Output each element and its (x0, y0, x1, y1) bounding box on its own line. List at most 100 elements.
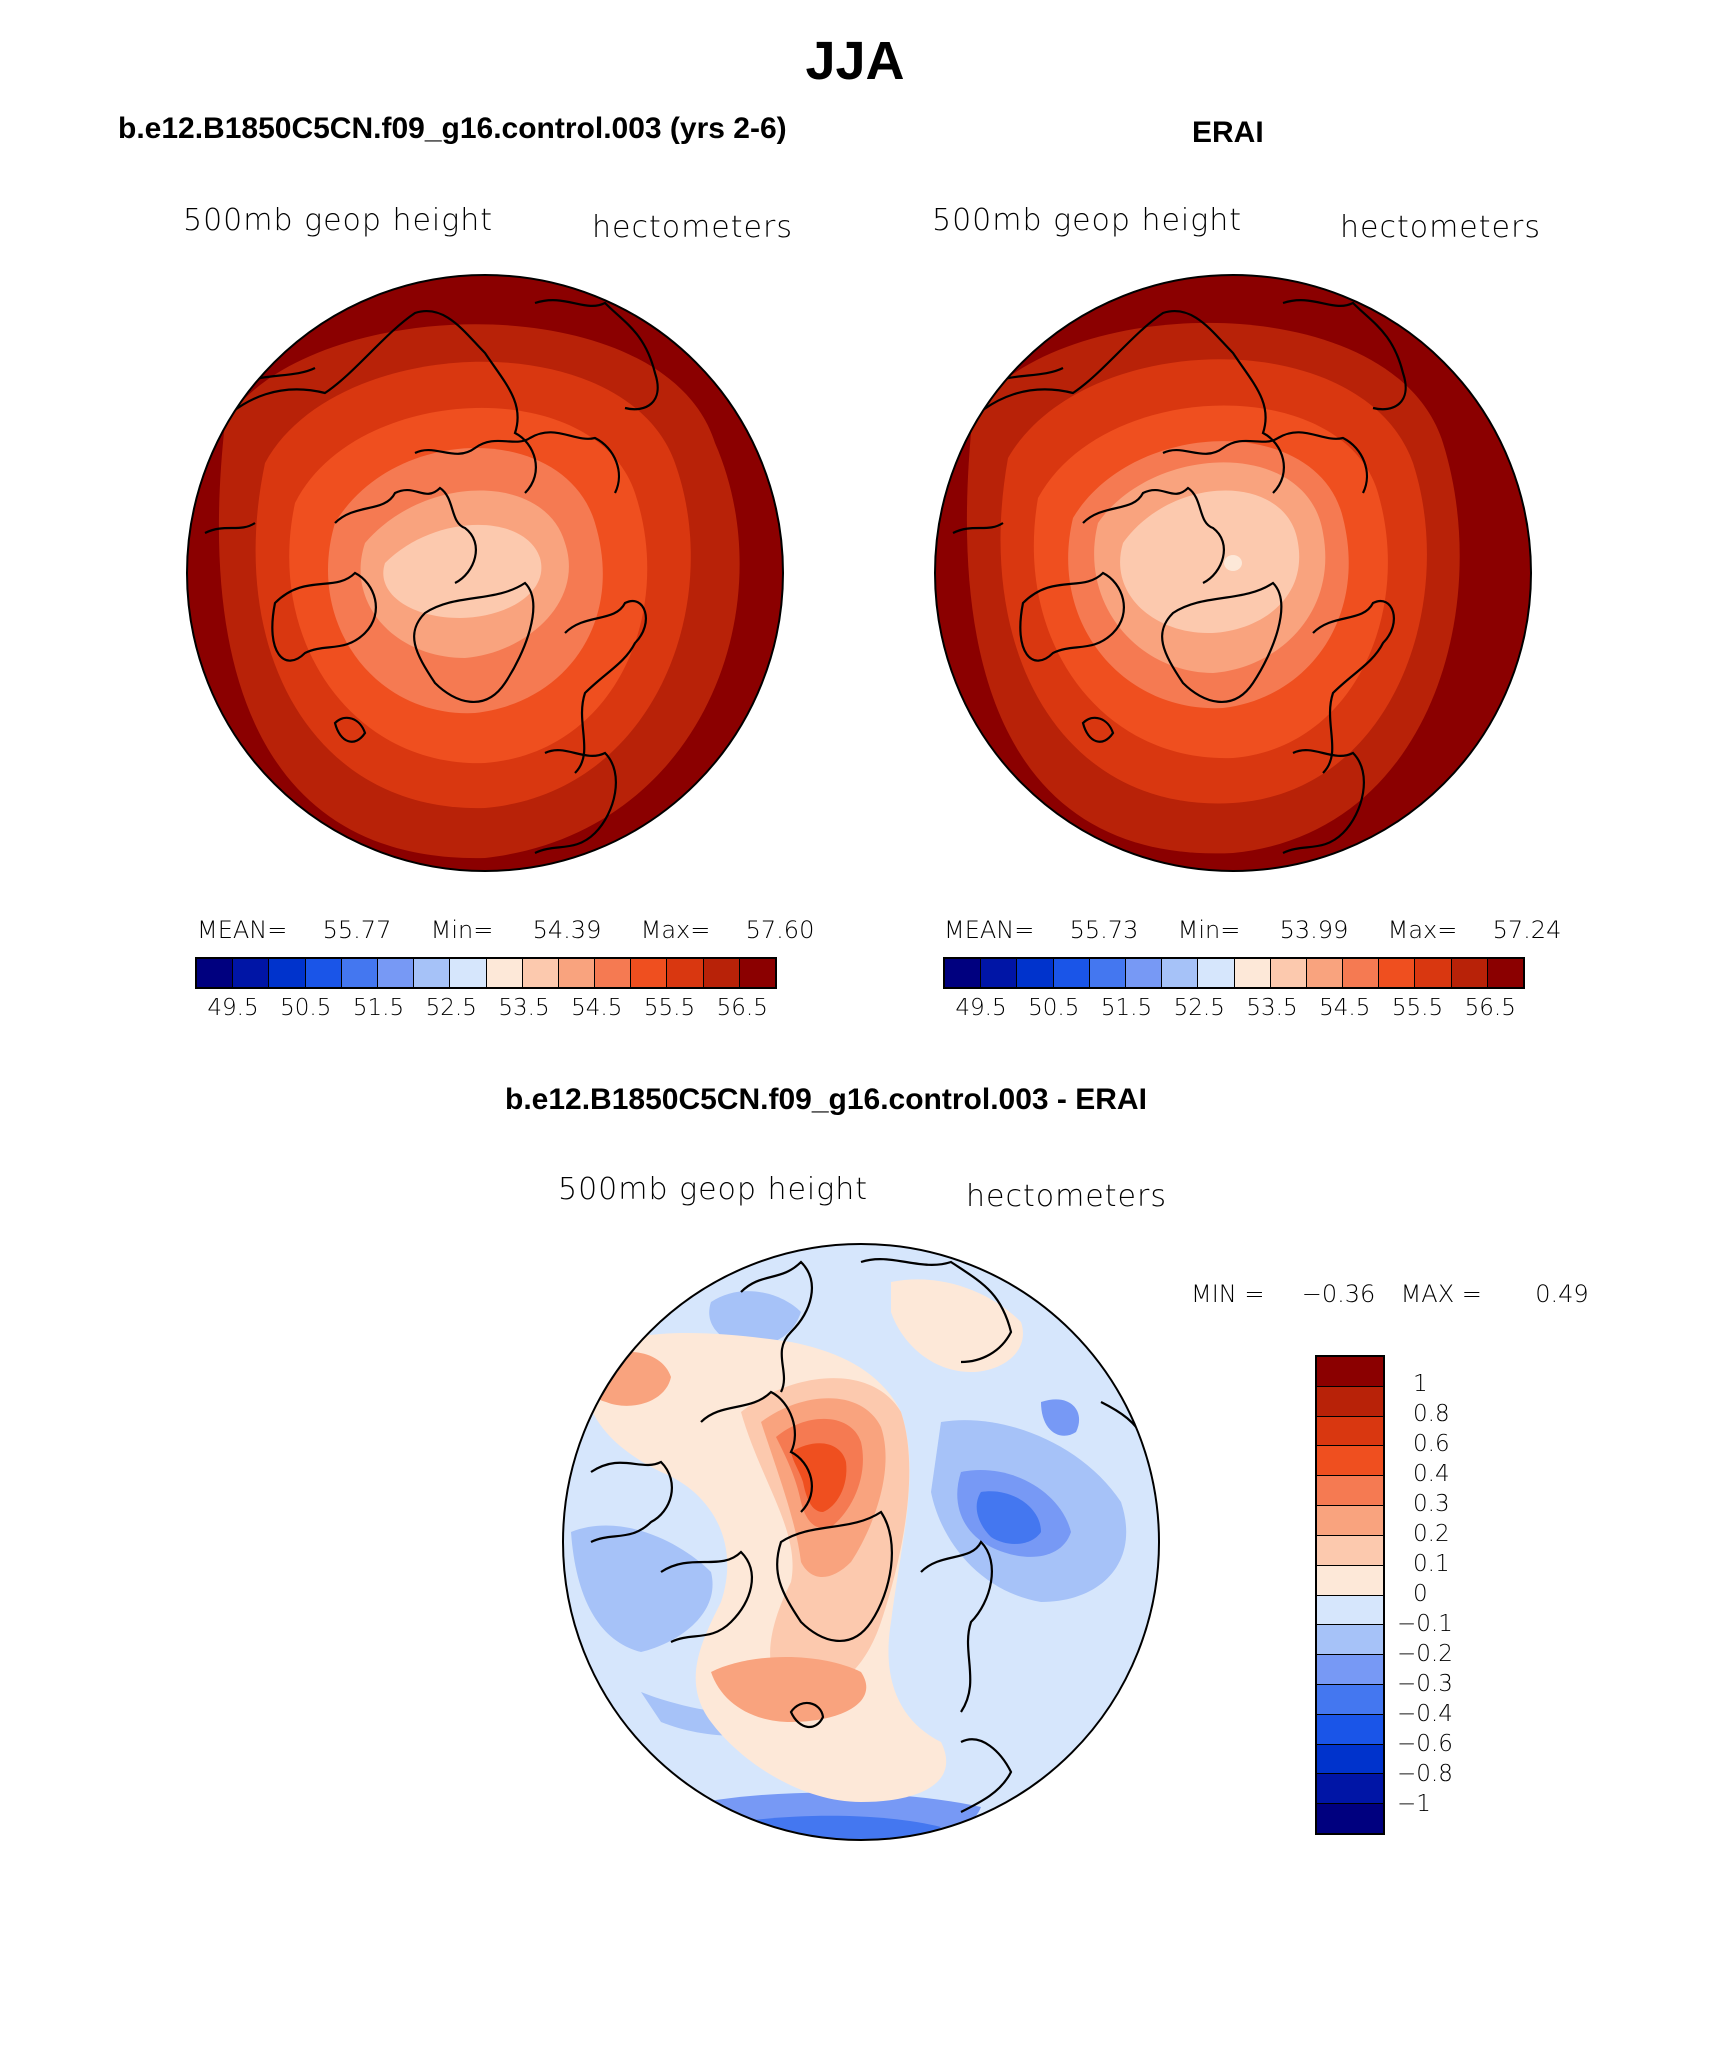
colorbar-box (1317, 1386, 1383, 1417)
panel-1-variable: 500mb geop height (183, 203, 494, 238)
colorbar-box (667, 959, 704, 987)
colorbar-tick-label: 55.5 (643, 995, 696, 1021)
panel-2-min-value: 53.99 (1279, 916, 1349, 944)
colorbar-box (1017, 959, 1054, 987)
colorbar-tick-label: −0.2 (1397, 1641, 1453, 1667)
colorbar-box (414, 959, 451, 987)
colorbar-tick-label: 51.5 (1100, 995, 1153, 1021)
colorbar-tick-label: −0.6 (1397, 1731, 1453, 1757)
colorbar-box (486, 959, 523, 987)
panel-1-units: hectometers (592, 210, 793, 245)
panel-3-stats: MIN = −0.36 MAX = 0.49 (1191, 1280, 1589, 1308)
panel-3-min-label: MIN = (1191, 1280, 1265, 1308)
panel-3-colorbar (1315, 1355, 1385, 1835)
colorbar-box (1415, 959, 1452, 987)
colorbar-box (703, 959, 740, 987)
panel-1-min-label: Min= (430, 916, 494, 944)
colorbar-box (1317, 1714, 1383, 1745)
colorbar-box (197, 959, 234, 987)
panel-1-mean-label: MEAN= (197, 916, 288, 944)
colorbar-box (1317, 1804, 1383, 1833)
panel-2-polar-map (934, 274, 1532, 872)
colorbar-box (558, 959, 596, 987)
panel-2-max-label: Max= (1387, 916, 1458, 944)
colorbar-tick-label: 56.5 (716, 995, 768, 1021)
panel-2-min-label: Min= (1177, 916, 1241, 944)
colorbar-box (1317, 1625, 1383, 1656)
panel-2-stats: MEAN= 55.73 Min= 53.99 Max= 57.24 (944, 916, 1561, 944)
colorbar-box (1306, 959, 1344, 987)
colorbar-box (1317, 1446, 1383, 1477)
colorbar-tick-label: 0.3 (1413, 1491, 1450, 1517)
panel-1-min-value: 54.39 (532, 916, 602, 944)
colorbar-box (1053, 959, 1090, 987)
colorbar-box (305, 959, 342, 987)
panel-1-colorbar (195, 957, 777, 989)
panel-1-max-value: 57.60 (745, 916, 815, 944)
colorbar-tick-label: 1 (1413, 1371, 1428, 1397)
panel-3-max-label: MAX = (1400, 1280, 1482, 1308)
colorbar-box (450, 959, 487, 987)
panel-3-title: b.e12.B1850C5CN.f09_g16.control.003 - ER… (505, 1083, 1147, 1116)
panel-3-polar-map (562, 1243, 1160, 1841)
colorbar-box (1487, 959, 1523, 987)
panel-2-mean-label: MEAN= (944, 916, 1035, 944)
panel-2-title: ERAI (1192, 116, 1264, 149)
colorbar-tick-label: 0.4 (1413, 1461, 1450, 1487)
colorbar-box (1317, 1565, 1383, 1596)
colorbar-box (1451, 959, 1488, 987)
panel-2-mean-value: 55.73 (1069, 916, 1139, 944)
colorbar-box (1125, 959, 1163, 987)
colorbar-box (1162, 959, 1199, 987)
panel-1-stats: MEAN= 55.77 Min= 54.39 Max= 57.60 (197, 916, 814, 944)
colorbar-box (595, 959, 632, 987)
colorbar-tick-label: −1 (1397, 1791, 1431, 1817)
colorbar-box (1317, 1774, 1383, 1805)
panel-1-polar-map (186, 274, 784, 872)
colorbar-tick-label: 50.5 (280, 995, 332, 1021)
colorbar-tick-label: 53.5 (498, 995, 550, 1021)
colorbar-box (1234, 959, 1271, 987)
colorbar-tick-label: −0.3 (1397, 1671, 1453, 1697)
colorbar-tick-label: 0.1 (1413, 1551, 1450, 1577)
colorbar-box (1317, 1595, 1383, 1626)
colorbar-tick-label: 0 (1413, 1581, 1428, 1607)
colorbar-tick-label: 54.5 (571, 995, 623, 1021)
colorbar-box (1317, 1476, 1383, 1507)
panel-1-title: b.e12.B1850C5CN.f09_g16.control.003 (yrs… (118, 112, 787, 145)
colorbar-box (1343, 959, 1380, 987)
colorbar-tick-label: 55.5 (1391, 995, 1444, 1021)
panel-1-mean-value: 55.77 (322, 916, 392, 944)
colorbar-tick-label: 0.8 (1413, 1401, 1450, 1427)
figure-title: JJA (805, 31, 905, 91)
panel-2-colorbar (943, 957, 1525, 989)
colorbar-box (1317, 1684, 1383, 1715)
colorbar-box (739, 959, 775, 987)
colorbar-box (1198, 959, 1235, 987)
colorbar-tick-label: 53.5 (1246, 995, 1298, 1021)
colorbar-box (233, 959, 270, 987)
colorbar-box (1379, 959, 1416, 987)
panel-2-units: hectometers (1340, 210, 1541, 245)
colorbar-box (341, 959, 378, 987)
panel-3-units: hectometers (966, 1179, 1167, 1214)
colorbar-box (1317, 1535, 1383, 1566)
colorbar-tick-label: 0.2 (1413, 1521, 1450, 1547)
colorbar-box (377, 959, 415, 987)
panel-3-variable: 500mb geop height (558, 1172, 869, 1207)
panel-1-max-label: Max= (640, 916, 711, 944)
colorbar-tick-label: 51.5 (352, 995, 405, 1021)
colorbar-tick-label: −0.1 (1397, 1611, 1453, 1637)
colorbar-box (1317, 1416, 1383, 1447)
colorbar-tick-label: −0.8 (1397, 1761, 1453, 1787)
colorbar-box (1089, 959, 1126, 987)
colorbar-box (269, 959, 306, 987)
colorbar-tick-label: 54.5 (1319, 995, 1371, 1021)
colorbar-tick-label: 0.6 (1413, 1431, 1450, 1457)
colorbar-box (1317, 1357, 1383, 1387)
colorbar-box (1270, 959, 1307, 987)
colorbar-tick-label: 56.5 (1464, 995, 1516, 1021)
colorbar-box (1317, 1744, 1383, 1775)
colorbar-tick-label: −0.4 (1397, 1701, 1453, 1727)
colorbar-box (522, 959, 559, 987)
